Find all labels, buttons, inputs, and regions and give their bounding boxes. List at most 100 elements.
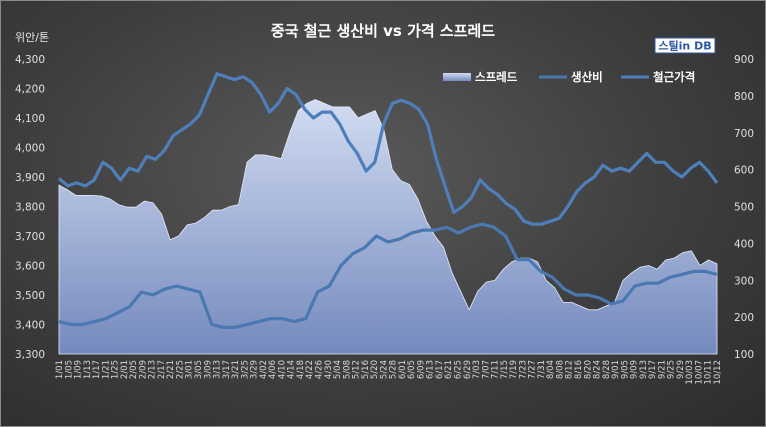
x-tick-label: 2/09 [138,360,148,379]
x-tick-label: 6/13 [426,360,436,379]
x-tick-label: 8/16 [574,360,584,379]
x-tick-label: 9/09 [630,360,640,379]
y-right-tick-label: 900 [734,54,754,66]
y-right-tick-label: 200 [734,312,754,324]
x-tick-label: 1/21 [101,360,111,379]
y-left-tick-label: 3,400 [15,320,45,332]
y-right-tick-label: 600 [734,165,754,177]
x-tick-label: 6/25 [454,360,464,379]
y-right-axis: 900 800 700 600 500 400 300 200 100 [734,54,754,361]
plot-area [57,72,719,355]
x-tick-label: 8/28 [602,360,612,379]
x-tick-label: 5/20 [370,360,380,379]
x-tick-label: 6/05 [407,360,417,379]
x-tick-label: 6/01 [398,360,408,379]
y-left-tick-label: 3,600 [15,261,45,273]
x-tick-label: 3/01 [185,360,195,379]
x-tick-label: 5/08 [342,360,352,379]
legend-label-spread: 스프레드 [475,70,518,84]
chart-title: 중국 철근 생산비 vs 가격 스프레드 [271,22,495,40]
x-tick-label: 1/01 [55,360,65,379]
x-tick-label: 8/08 [556,360,566,379]
x-tick-label: 8/04 [546,360,556,379]
x-tick-label: 9/25 [667,360,677,379]
x-tick-label: 8/12 [565,360,575,379]
x-tick-label: 9/01 [611,360,621,379]
x-tick-label: 6/17 [435,360,445,379]
x-tick-label: 10/12 [713,360,723,385]
x-tick-label: 1/17 [92,360,102,379]
x-tick-label: 9/17 [648,360,658,379]
x-tick-label: 10/03 [685,360,695,385]
logo-text: 스틸in DB [658,40,711,53]
x-tick-label: 7/19 [509,360,519,379]
legend-label-cost: 생산비 [571,70,603,84]
x-tick-label: 5/28 [389,360,399,379]
y-left-tick-label: 3,800 [15,202,45,214]
logo: 스틸in DB [654,37,716,54]
x-tick-label: 3/25 [240,360,250,379]
x-tick-label: 3/05 [194,360,204,379]
y-left-axis: 4,300 4,200 4,100 4,000 3,900 3,800 3,700 3,600… [15,54,45,361]
x-tick-label: 1/09 [74,360,84,379]
x-tick-label: 2/05 [129,360,139,379]
x-tick-label: 4/14 [287,360,297,379]
y-left-unit: 위안/톤 [15,31,49,44]
x-tick-label: 4/30 [324,360,334,379]
x-tick-label: 4/18 [296,360,306,379]
x-tick-label: 7/31 [537,360,547,379]
y-left-tick-label: 3,500 [15,290,45,302]
legend: 스프레드 생산비 철근가격 [443,70,695,84]
series-cost-line [58,222,718,329]
x-tick-label: 2/13 [148,360,158,379]
x-tick-label: 4/06 [268,360,278,379]
x-tick-label: 6/21 [444,360,454,379]
legend-swatch-spread [443,73,471,81]
x-tick-label: 5/12 [352,360,362,379]
x-tick-label: 9/29 [676,360,686,379]
y-left-tick-label: 3,900 [15,172,45,184]
y-left-tick-label: 4,200 [15,84,45,96]
x-tick-label: 2/17 [157,360,167,379]
y-right-tick-label: 700 [734,128,754,140]
y-right-tick-label: 800 [734,91,754,103]
x-tick-label: 8/24 [593,360,603,379]
x-tick-label: 7/03 [472,360,482,379]
y-left-tick-label: 4,100 [15,113,45,125]
y-right-tick-label: 400 [734,238,754,250]
x-tick-label: 9/05 [620,360,630,379]
x-tick-label: 7/07 [481,360,491,379]
x-tick-label: 1/05 [64,360,74,379]
x-tick-label: 1/13 [83,360,93,379]
x-tick-label: 10/11 [704,360,714,385]
x-tick-label: 3/29 [250,360,260,379]
series-spread-area [58,99,718,355]
x-tick-label: 3/21 [231,360,241,379]
x-tick-label: 2/01 [120,360,130,379]
x-tick-label: 5/04 [333,360,343,379]
x-tick-label: 7/23 [518,360,528,379]
x-tick-label: 4/26 [315,360,325,379]
y-left-tick-label: 3,300 [15,349,45,361]
x-tick-label: 7/15 [500,360,510,379]
legend-label-price: 철근가격 [653,70,695,84]
y-left-tick-label: 4,300 [15,54,45,66]
x-tick-label: 3/09 [203,360,213,379]
y-right-tick-label: 500 [734,202,754,214]
y-right-tick-label: 300 [734,275,754,287]
x-tick-label: 5/16 [361,360,371,379]
x-tick-label: 6/29 [463,360,473,379]
x-tick-label: 8/20 [583,360,593,379]
x-tick-label: 5/24 [379,360,389,379]
x-tick-label: 2/25 [176,360,186,379]
x-axis: 1/01 1/05 1/09 1/13 1/17 1/21 1/25 2/01 2/05 2/09… [55,360,723,385]
x-tick-label: 9/13 [639,360,649,379]
x-tick-label: 6/09 [416,360,426,379]
x-tick-label: 1/25 [111,360,121,379]
x-tick-label: 7/27 [528,360,538,379]
x-tick-label: 4/22 [305,360,315,379]
x-tick-label: 9/21 [657,360,667,379]
y-right-tick-label: 100 [734,349,754,361]
series-price-line [57,72,719,226]
